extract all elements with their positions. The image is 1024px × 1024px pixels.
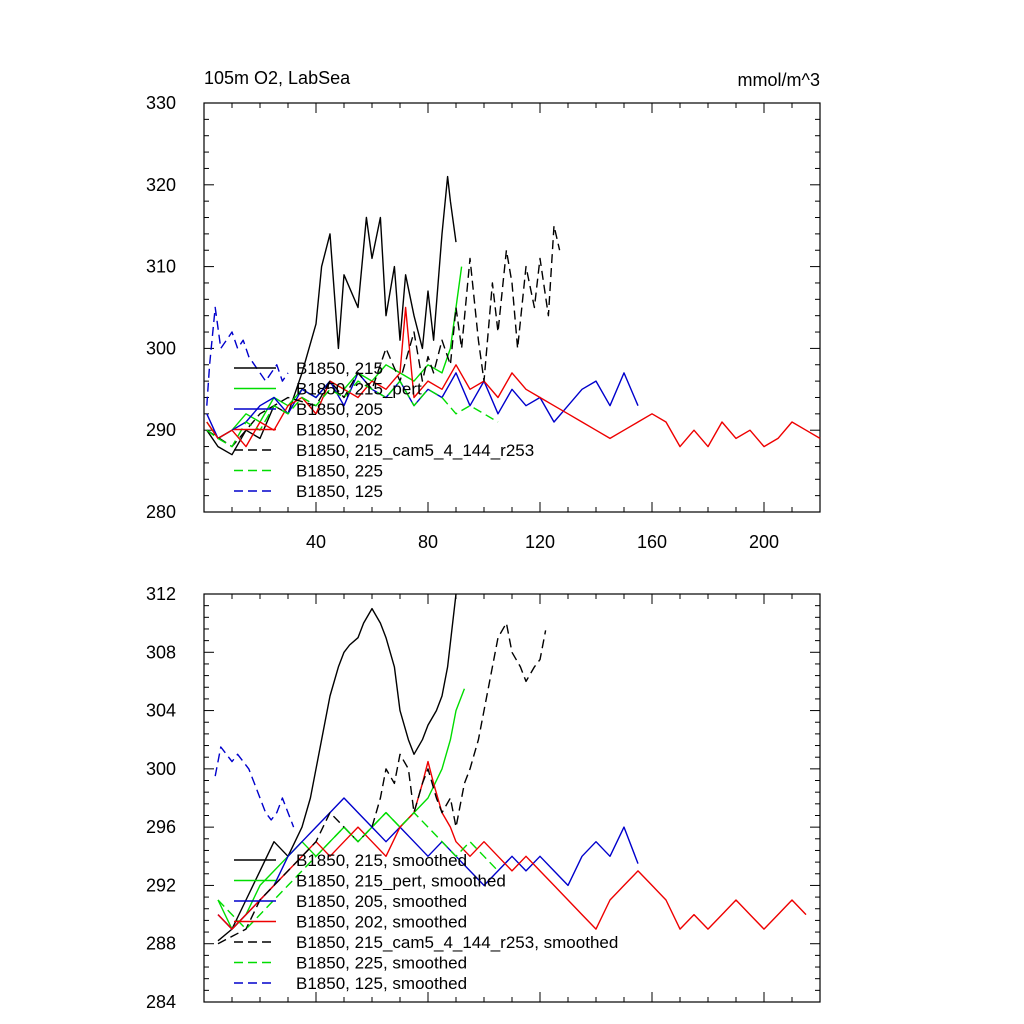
y-tick-label: 288 xyxy=(146,934,176,954)
y-tick-label: 296 xyxy=(146,817,176,837)
legend-label-6: B1850, 125, smoothed xyxy=(296,974,467,993)
y-tick-label: 290 xyxy=(146,420,176,440)
series-line-3 xyxy=(206,306,821,448)
legend-label-3: B1850, 202 xyxy=(296,421,383,440)
top-panel: 280 290 300 310 320 330 40 80 120 160 200 B1850, 21… xyxy=(146,93,821,552)
legend-label-3: B1850, 202, smoothed xyxy=(296,913,467,932)
legend-label-5: B1850, 225 xyxy=(296,462,383,481)
series-line-4 xyxy=(217,622,547,945)
y-tick-label: 308 xyxy=(146,642,176,662)
y-tick-label: 280 xyxy=(146,502,176,522)
legend-label-0: B1850, 215 xyxy=(296,359,383,378)
x-tick-label: 40 xyxy=(306,532,326,552)
y-tick-label: 300 xyxy=(146,338,176,358)
series-line-6 xyxy=(214,746,295,828)
legend-label-1: B1850, 215_pert xyxy=(296,380,422,399)
series-line-0 xyxy=(206,175,457,456)
y-tick-label: 292 xyxy=(146,875,176,895)
bottom-panel: 284 288 292 296 300 304 308 312 B1850, 215, smoo… xyxy=(146,584,821,1012)
chart-title: 105m O2, LabSea xyxy=(204,68,351,88)
legend-label-4: B1850, 215_cam5_4_144_r253 xyxy=(296,441,534,460)
x-tick-label: 160 xyxy=(637,532,667,552)
y-tick-label: 330 xyxy=(146,93,176,113)
y-tick-label: 300 xyxy=(146,759,176,779)
series-line-4 xyxy=(206,224,561,448)
y-tick-label: 320 xyxy=(146,175,176,195)
x-tick-label: 120 xyxy=(525,532,555,552)
series-line-2 xyxy=(217,797,639,930)
legend-label-2: B1850, 205 xyxy=(296,400,383,419)
y-tick-label: 304 xyxy=(146,701,176,721)
series-line-3 xyxy=(217,760,807,930)
legend-label-2: B1850, 205, smoothed xyxy=(296,892,467,911)
series-line-6 xyxy=(206,306,289,406)
y-tick-label: 312 xyxy=(146,584,176,604)
legend-label-5: B1850, 225, smoothed xyxy=(296,954,467,973)
series-line-0 xyxy=(217,593,457,942)
x-tick-label: 200 xyxy=(749,532,779,552)
legend-label-1: B1850, 215_pert, smoothed xyxy=(296,872,506,891)
series-line-5 xyxy=(217,811,499,930)
units-label: mmol/m^3 xyxy=(738,70,820,90)
x-tick-label: 80 xyxy=(418,532,438,552)
legend-label-4: B1850, 215_cam5_4_144_r253, smoothed xyxy=(296,933,618,952)
y-tick-label: 284 xyxy=(146,992,176,1012)
legend-label-0: B1850, 215, smoothed xyxy=(296,851,467,870)
y-tick-label: 310 xyxy=(146,257,176,277)
legend-label-6: B1850, 125 xyxy=(296,482,383,501)
